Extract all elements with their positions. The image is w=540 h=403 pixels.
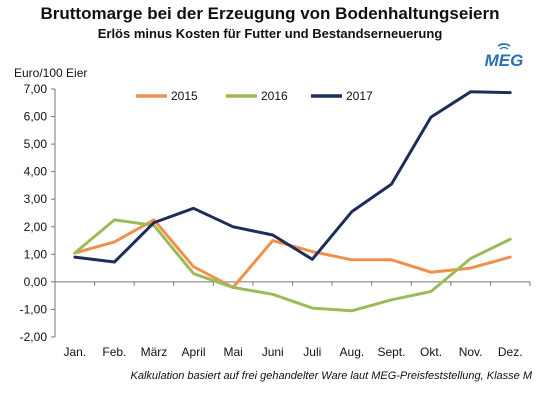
x-tick-label: Dez. bbox=[498, 345, 523, 359]
series-line-2017 bbox=[73, 90, 512, 264]
axes: -2,00 -1,00 0,00 1,00 2,00 3,00 4,00 5,00 6,00 7,… bbox=[20, 82, 531, 359]
x-tick-label: April bbox=[182, 345, 206, 359]
y-tick-label: 6,00 bbox=[24, 110, 48, 124]
meg-logo: MEG bbox=[485, 43, 524, 69]
y-tick-label: 1,00 bbox=[24, 247, 48, 261]
y-tick-label: 7,00 bbox=[24, 82, 48, 96]
x-tick-label: Sept. bbox=[377, 345, 405, 359]
x-tick-label: Jan. bbox=[63, 345, 86, 359]
x-tick-label: Feb. bbox=[102, 345, 126, 359]
y-axis-label: Euro/100 Eier bbox=[14, 66, 88, 80]
series-lines bbox=[73, 90, 512, 313]
logo-text: MEG bbox=[485, 51, 524, 69]
y-tick-label: -1,00 bbox=[20, 302, 48, 316]
legend-label: 2017 bbox=[346, 89, 373, 103]
x-tick-label: Juni bbox=[262, 345, 284, 359]
x-tick-label: Nov. bbox=[459, 345, 483, 359]
legend: 2015 2016 2017 bbox=[136, 89, 373, 103]
legend-label: 2015 bbox=[171, 89, 198, 103]
chart-subtitle: Erlös minus Kosten für Futter und Bestan… bbox=[97, 26, 443, 41]
y-tick-label: 2,00 bbox=[24, 220, 48, 234]
x-tick-label: Okt. bbox=[420, 345, 442, 359]
x-tick-label: Aug. bbox=[340, 345, 365, 359]
footnote: Kalkulation basiert auf frei gehandelter… bbox=[130, 370, 533, 382]
legend-label: 2016 bbox=[261, 89, 288, 103]
y-tick-label: 3,00 bbox=[24, 192, 48, 206]
y-tick-label: 0,00 bbox=[24, 275, 48, 289]
x-tick-label: März bbox=[141, 345, 168, 359]
series-line-2015 bbox=[73, 218, 512, 289]
series-line-2016 bbox=[73, 218, 512, 313]
x-tick-label: Mai bbox=[223, 345, 242, 359]
y-tick-label: 4,00 bbox=[24, 165, 48, 179]
x-tick-label: Juli bbox=[303, 345, 321, 359]
y-tick-label: -2,00 bbox=[20, 330, 48, 344]
chart-title: Bruttomarge bei der Erzeugung von Bodenh… bbox=[40, 4, 500, 23]
y-tick-label: 5,00 bbox=[24, 137, 48, 151]
